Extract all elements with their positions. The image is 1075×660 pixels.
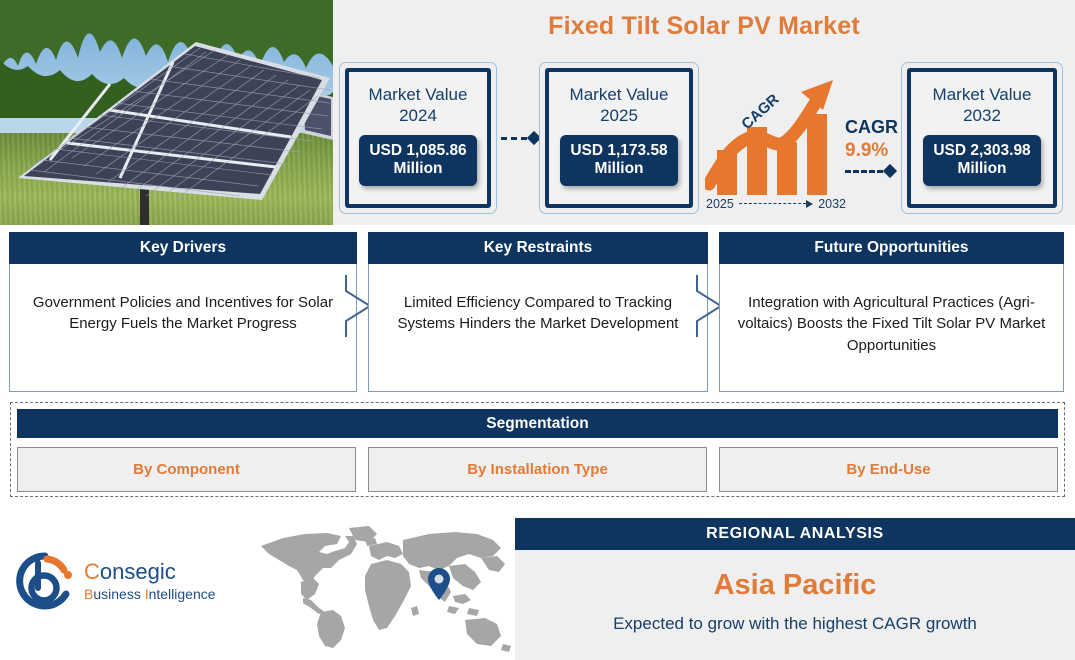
cagr-arrow-label: CAGR [738, 91, 782, 133]
regional-analysis-title: REGIONAL ANALYSIS [515, 518, 1075, 550]
market-value-label-2032: Market Value 2032 [933, 84, 1032, 127]
panel-future-opportunities: Future Opportunities Integration with Ag… [719, 232, 1064, 392]
market-value-amount-2024: USD 1,085.86 Million [359, 134, 477, 187]
cagr-value: 9.9% [845, 140, 889, 161]
market-value-amount-2025: USD 1,173.58 Million [560, 134, 678, 187]
cagr-label: CAGR [845, 117, 898, 137]
panel-body-key-drivers: Government Policies and Incentives for S… [9, 264, 357, 392]
solar-panel-photo [0, 0, 333, 225]
regional-analysis-section: REGIONAL ANALYSIS Asia Pacific Expected … [515, 518, 1075, 660]
logo-name-first-letter: C [84, 559, 100, 585]
logo-tagline: Business Intelligence [84, 586, 216, 602]
regional-analysis-region: Asia Pacific [713, 569, 877, 601]
mv-year-2032: 2032 [963, 106, 1001, 126]
connector-2024-to-2025 [501, 130, 542, 146]
mv-label-line1-2032: Market Value [932, 85, 1032, 104]
panel-body-future-opportunities: Integration with Agricultural Practices … [719, 264, 1064, 392]
logo-text: Consegic Business Intelligence [84, 560, 216, 601]
segment-by-end-use[interactable]: By End-Use [719, 447, 1058, 492]
mv-amount-line1-2025: USD 1,173.58 [570, 141, 668, 159]
logo-sub-i: I [144, 585, 149, 602]
connector-diamond-icon [882, 163, 898, 179]
market-value-amount-2032: USD 2,303.98 Million [923, 134, 1041, 187]
mv-year-2024: 2024 [399, 106, 437, 126]
panel-title-future-opportunities: Future Opportunities [719, 232, 1064, 264]
logo-sub-usiness: usiness [93, 585, 145, 602]
panel-key-restraints: Key Restraints Limited Efficiency Compar… [368, 232, 708, 392]
logo-name-rest: onsegic [99, 559, 176, 585]
panel-body-key-restraints: Limited Efficiency Compared to Tracking … [368, 264, 708, 392]
segmentation-section: Segmentation By Component By Installatio… [10, 402, 1065, 497]
world-map-icon [261, 526, 511, 652]
market-value-card-2032: Market Value 2032 USD 2,303.98 Million [901, 62, 1063, 214]
panel-title-key-drivers: Key Drivers [9, 232, 357, 264]
map-location-pin-icon [428, 568, 450, 600]
company-logo[interactable]: Consegic Business Intelligence [14, 545, 240, 617]
regional-analysis-note: Expected to grow with the highest CAGR g… [613, 613, 977, 633]
market-value-card-2025: Market Value 2025 USD 1,173.58 Million [539, 62, 699, 214]
cagr-end-year: 2032 [818, 197, 846, 211]
panel-title-key-restraints: Key Restraints [368, 232, 708, 264]
header-band: Fixed Tilt Solar PV Market Market Value … [0, 0, 1075, 225]
mv-label-line1-2024: Market Value [368, 85, 468, 104]
connector-line [845, 169, 883, 173]
connector-line [501, 136, 527, 140]
segment-by-component[interactable]: By Component [17, 447, 356, 492]
segment-by-installation-type[interactable]: By Installation Type [368, 447, 707, 492]
solar-array-graphic [18, 42, 333, 225]
market-value-card-2024: Market Value 2024 USD 1,085.86 Million [339, 62, 497, 214]
segmentation-title: Segmentation [17, 409, 1058, 438]
consegic-logo-icon [16, 552, 72, 610]
regional-analysis-body: Asia Pacific Expected to grow with the h… [515, 550, 1075, 660]
panel-text-future-opportunities: Integration with Agricultural Practices … [737, 294, 1046, 354]
world-map [253, 524, 515, 654]
year-arrow-icon [738, 200, 814, 208]
cagr-readout: CAGR 9.9% [845, 118, 905, 163]
logo-company-name: Consegic [84, 560, 216, 583]
logo-sub-b: B [84, 585, 94, 602]
mv-year-2025: 2025 [600, 106, 638, 126]
cagr-start-year: 2025 [706, 197, 734, 211]
mv-amount-unit-2025: Million [594, 160, 644, 178]
page-title: Fixed Tilt Solar PV Market [548, 12, 860, 40]
mv-label-line1-2025: Market Value [569, 85, 669, 104]
panel-key-drivers: Key Drivers Government Policies and Ince… [9, 232, 357, 392]
connector-cagr-to-2032 [845, 163, 898, 179]
market-value-label-2025: Market Value 2025 [570, 84, 669, 127]
market-value-label-2024: Market Value 2024 [369, 84, 468, 127]
logo-sub-ntelligence: ntelligence [148, 585, 216, 602]
cagr-growth-chart-icon: CAGR [702, 72, 847, 217]
cagr-year-range: 2025 2032 [706, 197, 846, 211]
mv-amount-line1-2032: USD 2,303.98 [933, 141, 1031, 159]
segmentation-items: By Component By Installation Type By End… [17, 447, 1058, 492]
mv-amount-line1-2024: USD 1,085.86 [369, 141, 467, 159]
mv-amount-unit-2024: Million [393, 160, 443, 178]
panel-text-key-restraints: Limited Efficiency Compared to Tracking … [397, 294, 679, 333]
mv-amount-unit-2032: Million [957, 160, 1007, 178]
panel-text-key-drivers: Government Policies and Incentives for S… [32, 294, 334, 333]
